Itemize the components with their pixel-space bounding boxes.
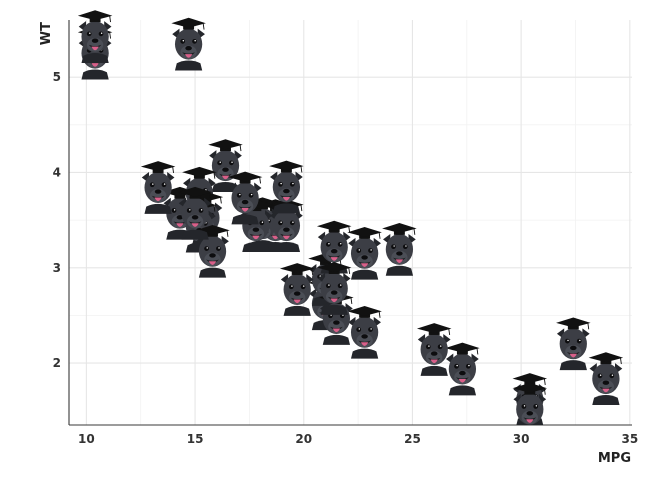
y-tick-label: 2 (53, 356, 61, 370)
y-tick-label: 3 (53, 261, 61, 275)
data-point-dog-icon (346, 226, 383, 281)
x-tick-label: 30 (513, 432, 530, 446)
data-point-dog-icon (588, 351, 624, 406)
data-point-dog-icon (555, 316, 592, 371)
x-tick-label: 15 (187, 432, 204, 446)
tick-labels: 10 15 20 25 30 35 2 3 4 5 (53, 70, 639, 446)
data-point-dog-icon (170, 17, 207, 71)
axes (68, 20, 632, 426)
data-point-dog-icon (444, 342, 481, 396)
x-axis-title: MPG (598, 451, 631, 466)
x-tick-label: 20 (295, 432, 312, 446)
data-point-dog-icon (346, 305, 383, 360)
data-point-dog-icon (416, 322, 452, 377)
data-point-dog-icon (279, 262, 315, 317)
y-tick-label: 4 (53, 165, 61, 179)
grid (69, 20, 632, 425)
y-tick-label: 5 (53, 70, 61, 84)
y-axis-title: WT (39, 22, 54, 45)
x-tick-label: 10 (78, 432, 95, 446)
data-points (77, 9, 624, 425)
x-tick-label: 35 (621, 432, 638, 446)
x-tick-label: 25 (404, 432, 421, 446)
